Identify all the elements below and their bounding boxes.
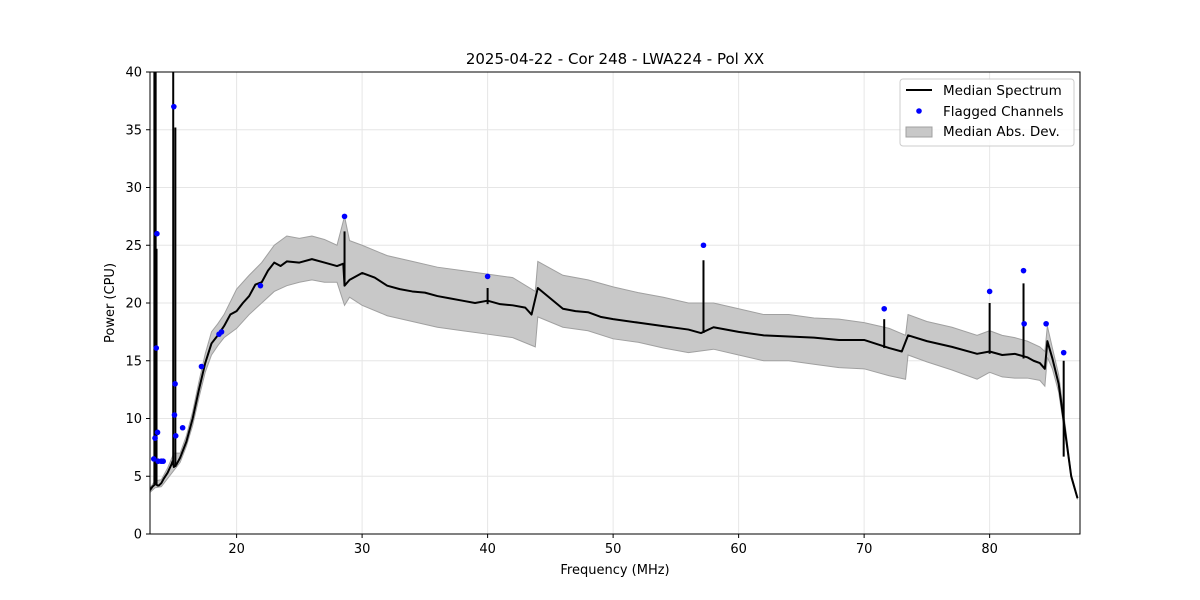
flagged-channel-point: [341, 213, 348, 220]
flagged-channel-point: [484, 273, 491, 280]
median-line: [150, 258, 1079, 499]
legend-mad-label: Median Abs. Dev.: [943, 124, 1060, 140]
flagged-channel-point: [218, 329, 225, 335]
x-tick-label: 60: [730, 542, 747, 557]
legend-flagged-label: Flagged Channels: [943, 104, 1064, 120]
x-tick-label: 40: [479, 542, 496, 557]
median-spectrum-line: [150, 258, 1079, 499]
flagged-points: [150, 103, 1067, 465]
flagged-channel-point: [1020, 267, 1027, 274]
legend-mad-swatch: [905, 126, 933, 138]
flagged-channel-point: [172, 433, 179, 439]
x-axis-label: Frequency (MHz): [560, 563, 669, 578]
flagged-channel-point: [172, 381, 178, 387]
y-tick-label: 20: [125, 297, 142, 312]
y-tick-label: 0: [134, 528, 142, 543]
y-tick-label: 5: [134, 470, 142, 485]
flagged-channel-point: [1060, 349, 1067, 356]
flagged-channel-point: [171, 103, 177, 110]
y-tick-label: 10: [125, 412, 142, 427]
y-tick-label: 30: [125, 181, 142, 196]
flagged-channel-point: [152, 435, 158, 441]
x-tick-label: 50: [605, 542, 622, 557]
y-tick-label: 40: [125, 66, 142, 81]
legend-flagged-swatch: [916, 108, 922, 114]
flagged-channel-point: [700, 242, 707, 249]
flagged-channel-point: [1021, 320, 1027, 327]
x-axis-ticks: 20 30 40 50 60 70 80: [228, 534, 998, 557]
y-tick-label: 15: [125, 354, 142, 369]
grid: [150, 71, 1080, 535]
legend-median-label: Median Spectrum: [943, 83, 1062, 99]
flagged-channel-point: [257, 282, 264, 289]
flagged-channel-point: [160, 458, 166, 465]
y-axis-ticks: 0 5 10 15 20 25 30 35 40: [125, 66, 150, 543]
flagged-channel-point: [198, 363, 205, 370]
x-tick-label: 30: [354, 542, 371, 557]
flagged-channel-point: [154, 429, 161, 436]
legend-box: [899, 78, 1075, 147]
flagged-channel-point: [986, 288, 993, 295]
y-axis-label: Power (CPU): [103, 263, 118, 343]
chart-title: 2025-04-22 - Cor 248 - LWA224 - Pol XX: [466, 50, 764, 68]
flagged-channel-point: [1043, 320, 1049, 327]
flagged-channel-point: [150, 456, 157, 462]
mad-band: [150, 216, 1078, 500]
flagged-channel-point: [171, 412, 178, 418]
y-tick-label: 35: [125, 123, 142, 138]
flagged-channel-point: [881, 305, 888, 312]
mad-band-area: [150, 216, 1078, 500]
legend: Median Spectrum Flagged Channels Median …: [899, 78, 1075, 147]
flagged-channel-point: [179, 424, 186, 431]
x-tick-label: 70: [856, 542, 873, 557]
y-tick-label: 25: [125, 239, 142, 254]
flagged-channel-point: [154, 230, 160, 237]
flagged-channel-point: [153, 345, 160, 351]
x-tick-label: 80: [981, 542, 998, 557]
x-tick-label: 20: [228, 542, 245, 557]
rfi-spikes: [153, 72, 1065, 485]
